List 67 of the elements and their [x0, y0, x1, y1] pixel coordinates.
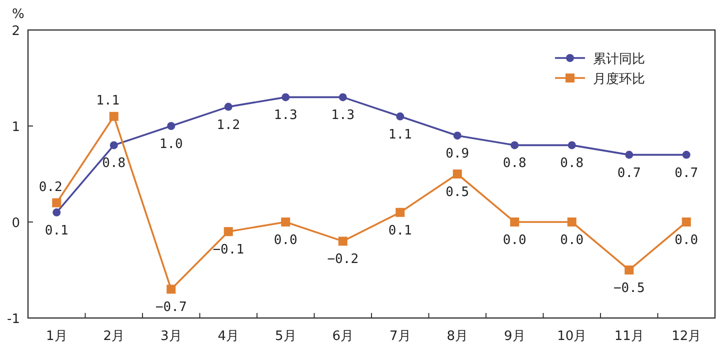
data-label: 0.9 [446, 146, 470, 162]
data-label: 0.0 [502, 233, 526, 248]
point [281, 218, 290, 226]
x-tick-label: 12月 [672, 329, 702, 344]
x-tick-label: 9月 [504, 329, 526, 344]
data-label: 0.7 [674, 166, 698, 181]
x-tick-label: 4月 [218, 329, 240, 344]
point [510, 141, 519, 150]
data-label: 0.8 [102, 156, 126, 172]
data-label: 1.2 [216, 118, 240, 133]
x-tick-label: 10月 [557, 329, 587, 344]
point [624, 266, 634, 274]
point [110, 141, 118, 150]
point [282, 93, 290, 102]
point [452, 170, 462, 178]
x-tick-label: 6月 [332, 329, 354, 344]
x-tick-label: 3月 [160, 329, 182, 344]
data-label: 0.8 [502, 156, 526, 172]
data-label: −0.2 [327, 252, 359, 268]
point [338, 236, 348, 246]
data-label: 0.0 [674, 233, 698, 248]
data-label: 1.3 [274, 108, 298, 124]
data-label: 0.1 [44, 223, 68, 238]
data-label: 0.8 [560, 156, 584, 172]
data-label: 1.3 [331, 108, 355, 124]
point [510, 218, 520, 226]
data-label: −0.1 [212, 242, 244, 258]
x-tick-label: 8月 [446, 329, 468, 344]
point [453, 132, 462, 140]
data-label: 0.7 [617, 166, 641, 181]
point [567, 218, 576, 226]
point [396, 208, 405, 217]
y-tick-label: 1 [12, 120, 20, 135]
point [682, 150, 690, 159]
data-label: 1.1 [388, 127, 412, 142]
point [338, 93, 347, 102]
x-tick-label: 11月 [614, 329, 644, 344]
legend-label: 累计同比 [593, 52, 645, 67]
point [52, 208, 61, 216]
y-tick-label: -1 [7, 312, 20, 327]
x-tick-label: 7月 [389, 329, 411, 344]
point [625, 150, 634, 159]
data-label: 0.0 [274, 233, 298, 248]
y-tick-label: 2 [12, 24, 20, 39]
legend-label: 月度环比 [593, 71, 645, 87]
y-tick-label: 0 [12, 216, 20, 231]
data-label: −0.5 [613, 281, 645, 296]
data-label: 1.0 [159, 137, 183, 152]
x-tick-label: 2月 [103, 329, 125, 344]
x-tick-label: 5月 [274, 329, 296, 344]
point [166, 284, 176, 294]
y-axis-title: % [12, 7, 24, 22]
data-label: 0.2 [38, 180, 62, 195]
data-label: 0.0 [560, 233, 584, 248]
point [224, 227, 233, 236]
point [109, 112, 118, 121]
point [568, 141, 576, 150]
x-tick-label: 1月 [46, 329, 68, 344]
point [682, 218, 691, 226]
point [52, 198, 62, 208]
data-label: 0.5 [446, 185, 470, 200]
data-label: 1.1 [96, 93, 120, 108]
point [224, 102, 232, 111]
point [167, 122, 176, 130]
point [396, 112, 404, 120]
data-label: −0.7 [155, 300, 187, 316]
data-label: 0.1 [388, 223, 412, 238]
